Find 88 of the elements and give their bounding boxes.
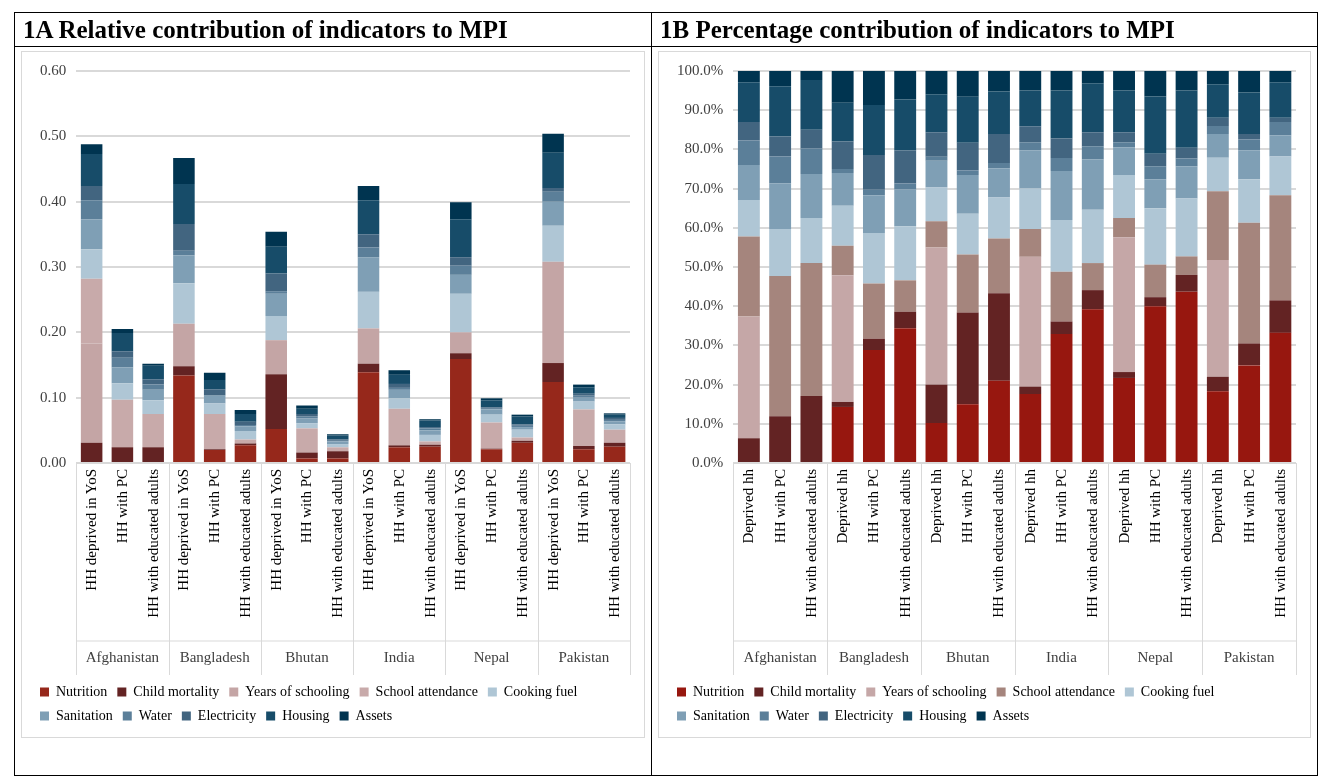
legend-label: Assets — [992, 707, 1030, 723]
legend-label: Sanitation — [693, 707, 750, 723]
legend-label: School attendance — [375, 683, 478, 699]
y-tick-label: 0.50 — [40, 127, 67, 144]
y-tick-label: 100.0% — [677, 61, 724, 78]
x-tick-label: HH with PC — [575, 469, 592, 544]
y-tick-label: 60.0% — [684, 218, 724, 235]
legend-label: Child mortality — [770, 683, 857, 699]
y-tick-label: 30.0% — [684, 336, 724, 353]
x-tick-label: HH with PC — [206, 469, 223, 544]
x-tick-label: HH with PC — [1053, 469, 1070, 544]
x-tick-label: HH with PC — [1146, 469, 1163, 544]
x-tick-label: Deprived hh — [1209, 469, 1226, 544]
y-tick-label: 0.20 — [40, 323, 67, 340]
y-tick-label: 0.30 — [40, 257, 67, 274]
y-tick-label: 20.0% — [684, 375, 724, 392]
x-tick-label: Deprived hh — [1021, 469, 1038, 544]
y-tick-label: 80.0% — [684, 140, 724, 157]
legend-label: School attendance — [1012, 683, 1115, 699]
legend-label: Electricity — [834, 707, 894, 723]
text: Bangladesh — [838, 648, 910, 665]
legend-label: Nutrition — [56, 683, 108, 699]
x-tick-label: HH with educated adults — [802, 469, 819, 618]
x-tick-label: HH deprived in YoS — [544, 469, 561, 591]
x-tick-label: HH with PC — [959, 469, 976, 544]
text: Nepal — [1137, 648, 1174, 665]
legend-label: Child mortality — [133, 683, 220, 699]
y-tick-label: 70.0% — [684, 179, 724, 196]
x-tick-label: HH deprived in YoS — [83, 469, 100, 591]
y-tick-label: 90.0% — [684, 101, 724, 118]
x-tick-label: HH with PC — [483, 469, 500, 544]
x-tick-label: Deprived hh — [1115, 469, 1132, 544]
x-tick-label: HH with educated adults — [513, 469, 530, 618]
y-tick-label: 0.00 — [40, 453, 67, 470]
legend-label: Assets — [355, 707, 393, 723]
text: Afghanistan — [85, 648, 160, 665]
x-tick-label: HH deprived in YoS — [360, 469, 376, 591]
chart-title: 1B Percentage contribution of indicators to MPI — [652, 13, 1317, 47]
text: Pakistan — [1223, 648, 1276, 665]
x-tick-label: HH with PC — [298, 469, 315, 544]
x-tick-label: HH with PC — [865, 469, 882, 544]
legend-label: Cooking fuel — [503, 683, 578, 699]
x-tick-label: HH deprived in YoS — [267, 469, 284, 591]
text: India — [1046, 648, 1078, 665]
y-tick-label: 40.0% — [684, 297, 724, 314]
x-tick-label: HH with educated adults — [236, 469, 253, 618]
legend-label: Water — [138, 707, 173, 723]
x-tick-label: HH with educated adults — [606, 469, 623, 618]
y-tick-label: 50.0% — [684, 257, 724, 274]
text: Pakistan — [558, 648, 610, 665]
y-tick-label: 10.0% — [684, 414, 724, 431]
x-tick-label: HH with educated adults — [1271, 469, 1288, 618]
y-tick-label: 0.0% — [692, 453, 724, 470]
x-tick-label: HH with PC — [771, 469, 788, 544]
legend-label: Water — [775, 707, 810, 723]
legend-label: Housing — [919, 707, 967, 723]
text: Nepal — [473, 648, 510, 665]
text: Bhutan — [946, 648, 990, 665]
x-tick-label: HH with educated adults — [990, 469, 1007, 618]
x-tick-label: Deprived hh — [927, 469, 944, 544]
legend-label: Years of schooling — [245, 683, 350, 699]
x-tick-label: Deprived hh — [834, 469, 851, 544]
legend-label: Electricity — [197, 707, 257, 723]
x-tick-label: HH with PC — [1240, 469, 1257, 544]
legend-label: Years of schooling — [882, 683, 987, 699]
text: Afghanistan — [743, 648, 818, 665]
x-tick-label: HH with educated adults — [144, 469, 161, 618]
x-tick-label: HH with PC — [390, 469, 407, 544]
text: India — [383, 648, 416, 665]
x-tick-label: HH with educated adults — [1178, 469, 1195, 618]
x-tick-label: HH with educated adults — [1084, 469, 1101, 618]
x-tick-label: HH with PC — [113, 469, 130, 544]
text: Bangladesh — [179, 648, 251, 665]
y-tick-label: 0.40 — [40, 192, 67, 209]
x-tick-label: HH with educated adults — [896, 469, 913, 618]
x-tick-label: HH with educated adults — [329, 469, 346, 618]
legend-label: Cooking fuel — [1140, 683, 1215, 699]
legend-label: Nutrition — [693, 683, 745, 699]
x-tick-label: Deprived hh — [740, 469, 757, 544]
y-tick-label: 0.60 — [40, 61, 67, 78]
x-tick-label: HH deprived in YoS — [452, 469, 469, 591]
text: Bhutan — [285, 648, 330, 665]
chart-title: 1A Relative contribution of indicators to MPI — [15, 13, 651, 47]
y-tick-label: 0.10 — [40, 388, 67, 405]
legend-label: Sanitation — [56, 707, 113, 723]
x-tick-label: HH deprived in YoS — [175, 469, 192, 591]
x-tick-label: HH with educated adults — [421, 469, 438, 618]
legend-label: Housing — [282, 707, 330, 723]
